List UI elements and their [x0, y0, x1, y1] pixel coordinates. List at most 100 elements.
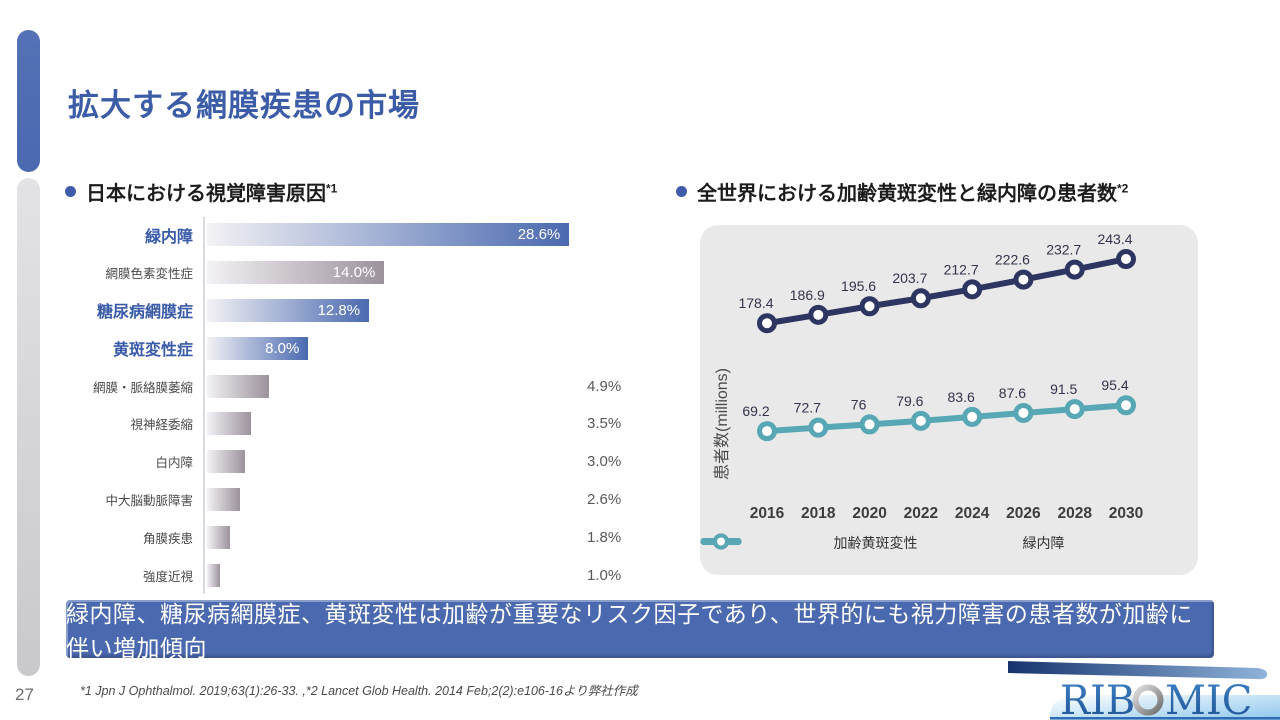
- right-heading-text: 全世界における加齢黄斑変性と緑内障の患者数*2: [697, 177, 1128, 206]
- data-point-marker: [859, 414, 880, 435]
- bar-category-label: 白内障: [155, 456, 193, 471]
- data-point-label: 95.4: [1101, 377, 1128, 393]
- bar-chart-axis-line: [203, 217, 205, 594]
- bar-value-label: 4.9%: [587, 377, 622, 395]
- right-heading-label: 全世界における加齢黄斑変性と緑内障の患者数: [697, 183, 1117, 205]
- bar-track: 3.0%: [207, 450, 621, 474]
- bar-category-label: 網膜色素変性症: [105, 267, 193, 282]
- data-point-marker: [1013, 269, 1034, 290]
- line-chart-legend: 加齢黄斑変性 緑内障: [700, 533, 1198, 553]
- data-point-marker: [910, 410, 931, 431]
- bar: 1.8%: [207, 525, 621, 549]
- left-heading-label: 日本における視覚障害原因: [86, 183, 326, 205]
- logo-text-left: RIB: [1060, 678, 1135, 720]
- bar-row: 中大脳動脈障害 2.6%: [66, 481, 621, 519]
- bar-row: 糖尿病網膜症 12.8%: [66, 292, 596, 330]
- bar-category-label: 糖尿病網膜症: [96, 304, 193, 322]
- bar: 12.8%: [207, 298, 370, 322]
- data-point-label: 195.6: [841, 278, 876, 294]
- bar-category-label: 中大脳動脈障害: [105, 493, 193, 508]
- bar-track: 3.5%: [207, 412, 621, 436]
- x-tick-label: 2026: [1006, 505, 1041, 522]
- bar-row: 網膜色素変性症 14.0%: [66, 254, 596, 292]
- data-point-marker: [808, 417, 829, 438]
- bar: 3.5%: [207, 412, 621, 436]
- bar-chart: 緑内障 28.6% 網膜色素変性症 14.0% 糖尿病網膜症 12.8% 黄斑変性症 8.0%…: [66, 216, 621, 594]
- bar-row: 強度近視 1.0%: [66, 556, 621, 594]
- x-tick-label: 2024: [955, 505, 990, 522]
- right-section-heading: 全世界における加齢黄斑変性と緑内障の患者数*2: [676, 177, 1128, 206]
- bar: 4.9%: [207, 374, 621, 398]
- bar-category-label: 緑内障: [144, 228, 193, 246]
- bar-value-label: 28.6%: [517, 226, 561, 244]
- bar: 1.0%: [207, 563, 621, 587]
- data-point-label: 72.7: [794, 400, 821, 416]
- logo-text-right: MIC: [1165, 678, 1252, 720]
- bar-row: 緑内障 28.6%: [66, 216, 596, 254]
- data-point-label: 76: [851, 396, 867, 412]
- legend-label: 加齢黄斑変性: [833, 535, 918, 551]
- data-point-marker: [1116, 395, 1136, 416]
- line-chart-panel: 患者数(millions) 2016 2018 2020 2022 2024 2026 20…: [700, 225, 1198, 575]
- bar-row: 網膜・脈絡膜萎縮 4.9%: [66, 367, 621, 405]
- x-tick-label: 2016: [750, 505, 785, 522]
- bullet-icon: [65, 186, 76, 197]
- bar-category-label: 網膜・脈絡膜萎縮: [92, 380, 193, 395]
- x-tick-label: 2022: [904, 505, 938, 522]
- data-point-label: 69.2: [742, 403, 769, 419]
- data-point-marker: [757, 313, 777, 334]
- bar: 3.0%: [207, 450, 621, 474]
- data-point-marker: [1013, 402, 1034, 423]
- data-point-label: 87.6: [999, 385, 1026, 401]
- bar-track: 12.8%: [207, 298, 587, 322]
- bar-category-label: 強度近視: [142, 569, 193, 584]
- page-title: 拡大する網膜疾患の市場: [68, 88, 420, 123]
- logo-top-stripe: [1008, 661, 1268, 680]
- data-point-label: 243.4: [1097, 231, 1132, 247]
- bar-category-label: 角膜疾患: [142, 531, 193, 546]
- data-point-label: 222.6: [995, 252, 1030, 268]
- legend-label: 緑内障: [1022, 535, 1065, 551]
- data-point-label: 186.9: [790, 287, 825, 303]
- bar-value-label: 2.6%: [587, 490, 622, 508]
- logo-o-ring: [1132, 684, 1164, 716]
- bar-track: 28.6%: [207, 223, 587, 247]
- bar: 8.0%: [207, 336, 309, 360]
- bar-track: 1.0%: [207, 563, 621, 587]
- bar-row: 視神経委縮 3.5%: [66, 405, 621, 443]
- bar-value-label: 12.8%: [317, 301, 361, 319]
- bar-value-label: 1.8%: [587, 528, 622, 546]
- data-point-marker: [1064, 259, 1085, 280]
- left-heading-text: 日本における視覚障害原因*1: [86, 177, 337, 206]
- x-tick-label: 2030: [1109, 505, 1143, 522]
- side-accent-bar: [17, 178, 40, 676]
- bar-track: 2.6%: [207, 487, 621, 511]
- data-point-marker: [1064, 399, 1085, 420]
- legend-item: 加齢黄斑変性: [700, 533, 918, 553]
- bar-chart-rows: 緑内障 28.6% 網膜色素変性症 14.0% 糖尿病網膜症 12.8% 黄斑変性症 8.0%…: [66, 216, 621, 594]
- logo-base-line: [1050, 717, 1280, 720]
- data-point-label: 178.4: [738, 295, 773, 311]
- left-section-heading: 日本における視覚障害原因*1: [65, 177, 337, 206]
- bar-track: 1.8%: [207, 525, 621, 549]
- bar-track: 8.0%: [207, 336, 587, 360]
- data-point-label: 212.7: [944, 261, 979, 277]
- bar-value-label: 8.0%: [265, 339, 300, 357]
- data-point-label: 91.5: [1050, 381, 1077, 397]
- data-point-marker: [910, 288, 931, 309]
- bar-row: 角膜疾患 1.8%: [66, 518, 621, 556]
- bar-row: 黄斑変性症 8.0%: [66, 329, 596, 367]
- data-point-label: 79.6: [896, 393, 923, 409]
- x-tick-label: 2020: [852, 505, 886, 522]
- data-point-marker: [757, 421, 777, 442]
- bar-category-label: 黄斑変性症: [112, 342, 193, 360]
- legend-marker-icon: [700, 533, 742, 550]
- title-accent-bar: [17, 30, 40, 172]
- bar-value-label: 3.0%: [587, 453, 622, 471]
- key-message-text: 緑内障、糖尿病網膜症、黄斑変性は加齢が重要なリスク因子であり、世界的にも視力障害…: [66, 601, 1193, 661]
- data-point-marker: [1116, 249, 1136, 270]
- logo-swoosh: [1050, 695, 1280, 720]
- data-point-marker: [962, 406, 983, 427]
- line-chart: 2016 2018 2020 2022 2024 2026 2028 2030 178.4 186…: [738, 231, 1143, 522]
- page-number: 27: [15, 685, 34, 704]
